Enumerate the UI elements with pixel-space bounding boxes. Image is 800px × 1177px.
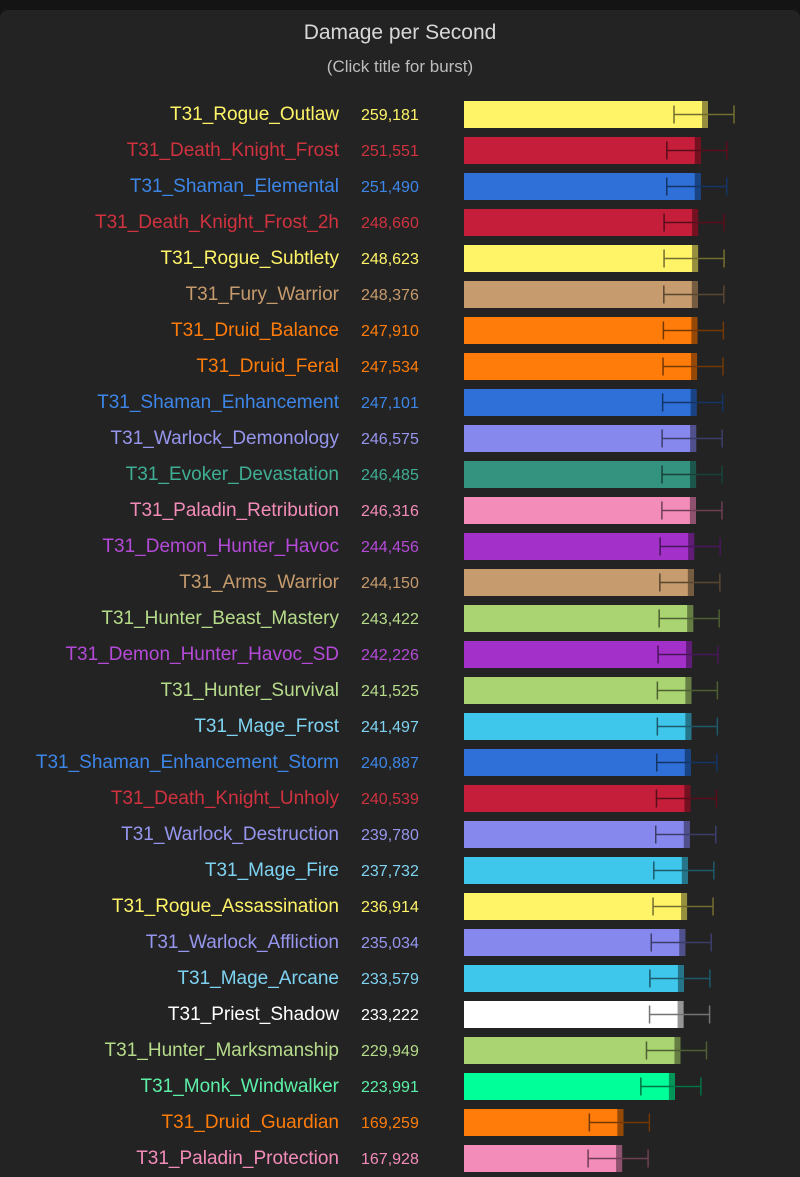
- bar-value-label: 251,551: [361, 142, 419, 160]
- bar-label[interactable]: T31_Death_Knight_Unholy: [110, 787, 339, 809]
- bar-value-label: 239,780: [361, 826, 419, 844]
- bar-value-label: 241,525: [361, 682, 419, 700]
- bar: [464, 857, 688, 884]
- bar: [464, 821, 690, 848]
- bar-value-label: 242,226: [361, 646, 419, 664]
- bar-value-label: 246,316: [361, 502, 419, 520]
- bar-label[interactable]: T31_Demon_Hunter_Havoc: [102, 535, 339, 557]
- bar-value-label: 240,539: [361, 790, 419, 808]
- bar-value-label: 237,732: [361, 862, 419, 880]
- bar-value-label: 244,150: [361, 574, 419, 592]
- bar-label[interactable]: T31_Shaman_Enhancement_Storm: [35, 751, 339, 773]
- bar-value-label: 236,914: [361, 898, 419, 916]
- bar: [464, 965, 684, 992]
- bar-value-label: 247,910: [361, 322, 419, 340]
- bar-value-label: 233,579: [361, 970, 419, 988]
- bar-value-label: 248,623: [361, 250, 419, 268]
- bar: [464, 533, 695, 560]
- bar-label[interactable]: T31_Paladin_Protection: [136, 1147, 339, 1169]
- bar: [464, 929, 686, 956]
- bar: [464, 893, 688, 920]
- bar-value-label: 235,034: [361, 934, 419, 952]
- bar-value-label: 169,259: [361, 1114, 419, 1132]
- bar-label[interactable]: T31_Shaman_Enhancement: [97, 391, 339, 413]
- bar: [464, 1037, 681, 1064]
- bar-label[interactable]: T31_Rogue_Outlaw: [170, 103, 339, 125]
- bar-label[interactable]: T31_Monk_Windwalker: [140, 1075, 339, 1097]
- bar: [464, 389, 697, 416]
- bar-value-label: 248,376: [361, 286, 419, 304]
- bar: [464, 281, 698, 308]
- bar: [464, 713, 692, 740]
- bar: [464, 497, 696, 524]
- bar: [464, 209, 699, 236]
- bar: [464, 101, 708, 128]
- chart-title[interactable]: Damage per Second: [303, 21, 497, 44]
- bar-value-label: 248,660: [361, 214, 419, 232]
- bar-label[interactable]: T31_Rogue_Assassination: [111, 895, 339, 917]
- bar-value-label: 247,101: [361, 394, 419, 412]
- bar-label[interactable]: T31_Hunter_Beast_Mastery: [101, 607, 339, 629]
- bar-value-label: 259,181: [361, 106, 419, 124]
- bar: [464, 569, 694, 596]
- bar-value-label: 243,422: [361, 610, 419, 628]
- bar-label[interactable]: T31_Hunter_Survival: [160, 679, 339, 701]
- bar-label[interactable]: T31_Warlock_Affliction: [145, 931, 339, 953]
- bar-label[interactable]: T31_Mage_Fire: [204, 859, 339, 881]
- bar: [464, 749, 691, 776]
- bar: [464, 425, 697, 452]
- bar-label[interactable]: T31_Druid_Balance: [171, 319, 339, 341]
- bar-label[interactable]: T31_Fury_Warrior: [185, 283, 339, 305]
- bar: [464, 641, 693, 668]
- bar-value-label: 167,928: [361, 1150, 419, 1168]
- bar-value-label: 247,534: [361, 358, 419, 376]
- chart-subtitle: (Click title for burst): [326, 57, 474, 76]
- bar-value-label: 246,575: [361, 430, 419, 448]
- bar-value-label: 223,991: [361, 1078, 419, 1096]
- bar-label[interactable]: T31_Priest_Shadow: [167, 1003, 339, 1025]
- bar-value-label: 244,456: [361, 538, 419, 556]
- bar-label[interactable]: T31_Rogue_Subtlety: [160, 247, 339, 269]
- bar: [464, 173, 701, 200]
- bar: [464, 605, 694, 632]
- bar-label[interactable]: T31_Druid_Guardian: [161, 1111, 339, 1133]
- bar: [464, 245, 699, 272]
- bar-label[interactable]: T31_Demon_Hunter_Havoc_SD: [65, 643, 339, 665]
- bar-value-label: 241,497: [361, 718, 419, 736]
- bar-label[interactable]: T31_Warlock_Demonology: [110, 427, 339, 449]
- bar: [464, 677, 692, 704]
- bar-value-label: 246,485: [361, 466, 419, 484]
- bar: [464, 785, 691, 812]
- bar-label[interactable]: T31_Shaman_Elemental: [129, 175, 339, 197]
- bar-value-label: 240,887: [361, 754, 419, 772]
- bar: [464, 353, 698, 380]
- bar-label[interactable]: T31_Death_Knight_Frost: [126, 139, 339, 161]
- bar: [464, 317, 698, 344]
- bar: [464, 137, 701, 164]
- bar-label[interactable]: T31_Druid_Feral: [196, 355, 339, 377]
- bar-value-label: 233,222: [361, 1006, 419, 1024]
- bar-label[interactable]: T31_Mage_Frost: [194, 715, 339, 737]
- bar-label[interactable]: T31_Hunter_Marksmanship: [104, 1039, 339, 1061]
- bar: [464, 461, 697, 488]
- bar-label[interactable]: T31_Warlock_Destruction: [121, 823, 339, 845]
- bar-label[interactable]: T31_Paladin_Retribution: [129, 499, 339, 521]
- bar-label[interactable]: T31_Evoker_Devastation: [125, 463, 339, 485]
- bar-value-label: 229,949: [361, 1042, 419, 1060]
- bar: [464, 1073, 675, 1100]
- bar: [464, 1001, 684, 1028]
- bar-value-label: 251,490: [361, 178, 419, 196]
- bar-label[interactable]: T31_Arms_Warrior: [179, 571, 339, 593]
- bar-label[interactable]: T31_Mage_Arcane: [177, 967, 339, 989]
- bar-label[interactable]: T31_Death_Knight_Frost_2h: [95, 211, 339, 233]
